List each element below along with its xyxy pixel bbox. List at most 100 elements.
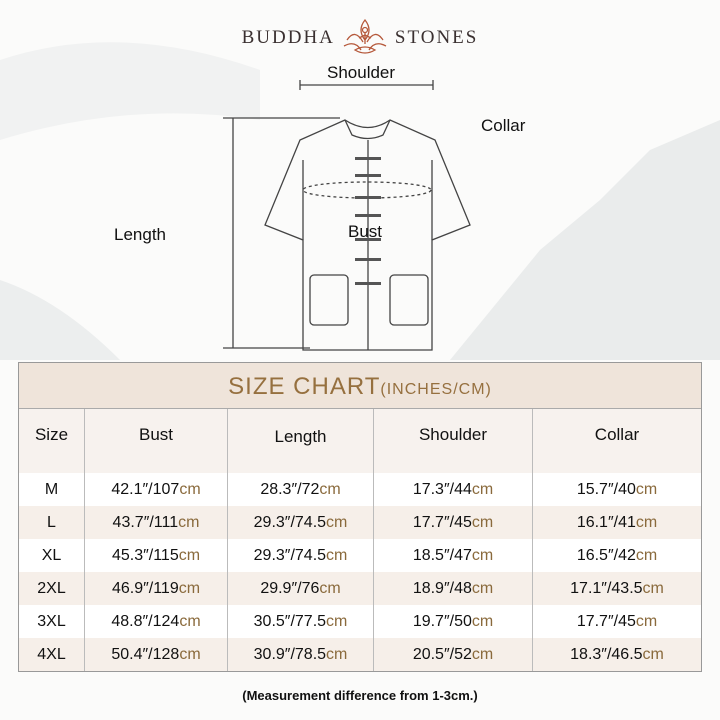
unit-cm: cm	[471, 513, 494, 531]
shoulder-value: 17.3″/44	[412, 480, 472, 498]
size-value: 3XL	[37, 612, 66, 630]
cell-collar: 18.3″/46.5 cm	[533, 638, 701, 671]
header-bust: Bust	[85, 409, 228, 473]
bust-value: 48.8″/124	[111, 612, 180, 630]
unit-cm: cm	[642, 645, 664, 663]
unit-cm: cm	[326, 546, 348, 564]
unit-cm: cm	[326, 645, 348, 663]
cell-collar: 17.1″/43.5 cm	[533, 572, 701, 605]
cell-size: 3XL	[19, 605, 85, 638]
length-value: 29.3″/74.5	[253, 513, 327, 531]
cell-bust: 45.3″/115 cm	[85, 539, 228, 572]
unit-cm: cm	[471, 645, 494, 663]
table-header: Size Bust Length Shoulder Collar	[19, 409, 701, 473]
unit-cm: cm	[319, 480, 341, 498]
title-text: SIZE CHART	[228, 373, 381, 400]
table-row: 3XL 48.8″/124 cm 30.5″/77.5 cm 19.7″/50 cm 17.7…	[19, 605, 701, 638]
unit-cm: cm	[635, 546, 658, 564]
cell-length: 29.9″/76 cm	[228, 572, 374, 605]
size-value: L	[47, 513, 56, 531]
cell-length: 30.5″/77.5 cm	[228, 605, 374, 638]
unit-cm: cm	[179, 480, 201, 498]
size-chart-title: SIZE CHART(INCHES/CM)	[19, 363, 701, 409]
table-row: 4XL 50.4″/128 cm 30.9″/78.5 cm 20.5″/52 cm 18.3…	[19, 638, 701, 671]
unit-cm: cm	[178, 546, 201, 564]
collar-value: 17.1″/43.5	[570, 579, 643, 597]
cell-shoulder: 19.7″/50 cm	[374, 605, 533, 638]
unit-cm: cm	[635, 612, 658, 630]
length-label: Length	[114, 225, 166, 244]
cell-size: M	[19, 473, 85, 506]
unit-cm: cm	[326, 513, 348, 531]
cell-length: 30.9″/78.5 cm	[228, 638, 374, 671]
cell-shoulder: 17.7″/45 cm	[374, 506, 533, 539]
unit-cm: cm	[179, 612, 201, 630]
measurement-note: (Measurement difference from 1-3cm.)	[242, 688, 478, 703]
cell-bust: 42.1″/107 cm	[85, 473, 228, 506]
header-shoulder: Shoulder	[374, 409, 533, 473]
unit-cm: cm	[179, 645, 201, 663]
length-value: 29.9″/76	[260, 579, 320, 597]
header-collar: Collar	[594, 425, 640, 444]
unit-cm: cm	[635, 513, 658, 531]
shoulder-value: 18.9″/48	[412, 579, 472, 597]
collar-value: 16.1″/41	[576, 513, 636, 531]
collar-value: 18.3″/46.5	[570, 645, 643, 663]
cell-length: 29.3″/74.5 cm	[228, 506, 374, 539]
size-value: 4XL	[37, 645, 66, 663]
cell-shoulder: 18.5″/47 cm	[374, 539, 533, 572]
shoulder-value: 17.7″/45	[412, 513, 472, 531]
unit-cm: cm	[319, 579, 341, 597]
size-value: XL	[41, 546, 62, 564]
cell-size: L	[19, 506, 85, 539]
length-value: 30.5″/77.5	[253, 612, 327, 630]
length-value: 30.9″/78.5	[253, 645, 327, 663]
header-size: Size	[19, 409, 85, 473]
cell-collar: 17.7″/45 cm	[533, 605, 701, 638]
collar-label: Collar	[481, 116, 526, 135]
shoulder-value: 20.5″/52	[412, 645, 472, 663]
title-unit: (INCHES/CM)	[380, 381, 492, 398]
unit-cm: cm	[642, 579, 664, 597]
cell-shoulder: 18.9″/48 cm	[374, 572, 533, 605]
size-value: M	[44, 480, 59, 498]
shoulder-value: 19.7″/50	[412, 612, 472, 630]
unit-cm: cm	[178, 513, 200, 531]
table-row: 2XL 46.9″/119 cm 29.9″/76 cm 18.9″/48 cm 17.1″/…	[19, 572, 701, 605]
lotus-meditation-icon	[343, 18, 387, 54]
table-row: XL 45.3″/115 cm 29.3″/74.5 cm 18.5″/47 cm 16.5″…	[19, 539, 701, 572]
bust-value: 43.7″/111	[112, 513, 179, 531]
size-value: 2XL	[37, 579, 66, 597]
collar-value: 15.7″/40	[576, 480, 636, 498]
size-chart-table: SIZE CHART(INCHES/CM) Size Bust Length S…	[18, 362, 702, 672]
cell-bust: 43.7″/111 cm	[85, 506, 228, 539]
brand-logo: BUDDHA STONES	[0, 18, 720, 58]
bust-value: 42.1″/107	[111, 480, 180, 498]
bust-value: 50.4″/128	[111, 645, 180, 663]
bust-value: 46.9″/119	[111, 579, 179, 597]
unit-cm: cm	[471, 612, 494, 630]
unit-cm: cm	[178, 579, 201, 597]
header-length: Length	[228, 409, 374, 473]
cell-size: 2XL	[19, 572, 85, 605]
bust-value: 45.3″/115	[111, 546, 179, 564]
collar-value: 16.5″/42	[576, 546, 636, 564]
collar-value: 17.7″/45	[576, 612, 636, 630]
unit-cm: cm	[326, 612, 348, 630]
cell-collar: 16.5″/42 cm	[533, 539, 701, 572]
brand-name-right: STONES	[394, 27, 479, 48]
length-value: 29.3″/74.5	[253, 546, 327, 564]
unit-cm: cm	[635, 480, 658, 498]
cell-bust: 50.4″/128 cm	[85, 638, 228, 671]
cell-collar: 16.1″/41 cm	[533, 506, 701, 539]
table-row: M 42.1″/107 cm 28.3″/72 cm 17.3″/44 cm 15.7″/40…	[19, 473, 701, 506]
length-value: 28.3″/72	[260, 480, 320, 498]
cell-bust: 46.9″/119 cm	[85, 572, 228, 605]
cell-length: 28.3″/72 cm	[228, 473, 374, 506]
cell-length: 29.3″/74.5 cm	[228, 539, 374, 572]
unit-cm: cm	[471, 579, 494, 597]
brand-name-left: BUDDHA	[241, 27, 335, 48]
unit-cm: cm	[471, 546, 494, 564]
